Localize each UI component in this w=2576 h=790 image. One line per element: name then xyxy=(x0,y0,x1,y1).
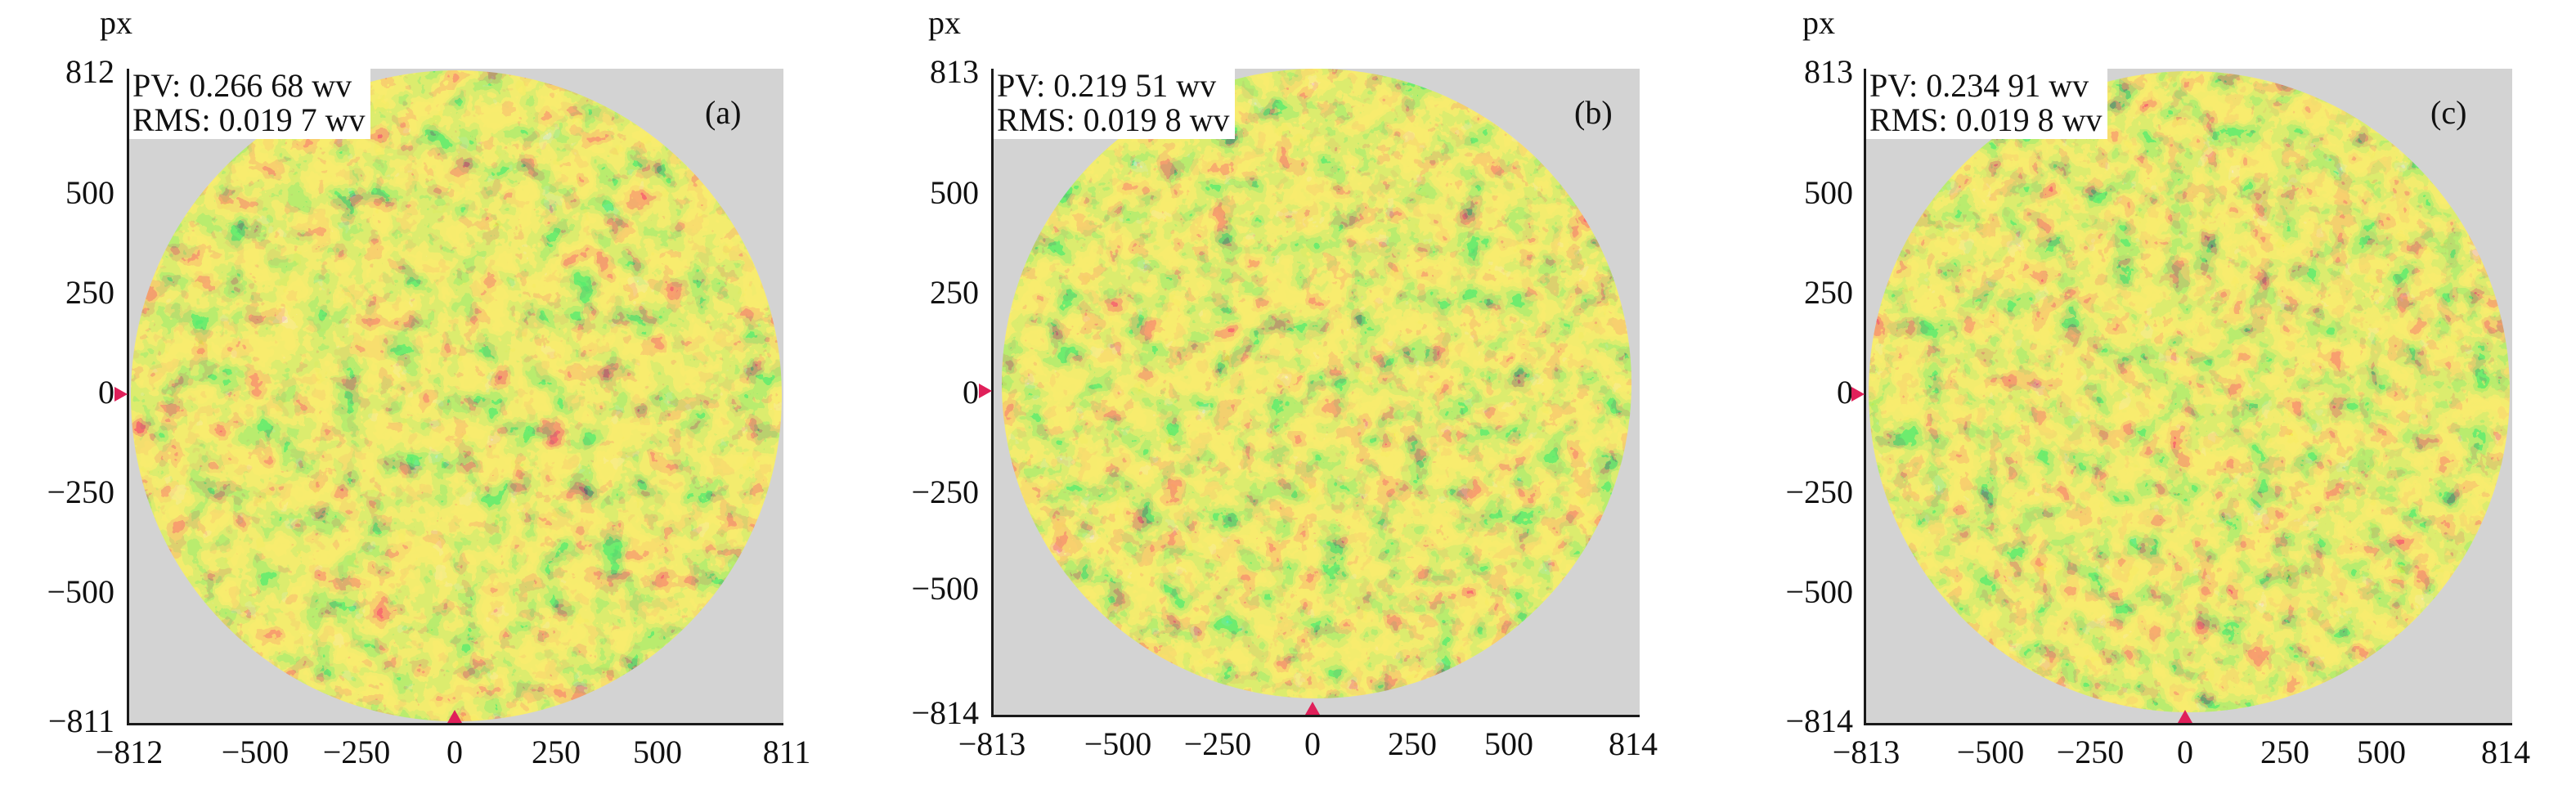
x-tick-label: −500 xyxy=(1956,734,2025,770)
wavefront-map xyxy=(1866,69,2512,723)
y-tick-label: 500 xyxy=(1804,174,1853,211)
y-tick-label: −500 xyxy=(1785,573,1853,610)
rms-value: RMS: 0.019 7 wv xyxy=(132,101,366,138)
y-axis xyxy=(1864,69,1866,723)
x-axis xyxy=(991,715,1640,717)
y-center-marker xyxy=(1851,387,1865,402)
stats-box: PV: 0.219 51 wv RMS: 0.019 8 wv xyxy=(994,69,1235,139)
x-tick-label: 250 xyxy=(532,734,581,770)
x-tick-label: 250 xyxy=(1388,725,1437,762)
x-tick-label: −250 xyxy=(1183,725,1252,762)
y-tick-label: 250 xyxy=(930,274,979,311)
wavefront-map xyxy=(994,69,1640,715)
y-tick-label: −500 xyxy=(47,573,114,610)
x-axis xyxy=(1864,723,2512,725)
x-tick-label: 814 xyxy=(1609,725,1658,762)
wavefront-svg xyxy=(1866,69,2512,723)
y-unit-label: px xyxy=(100,4,132,41)
stats-box: PV: 0.234 91 wv RMS: 0.019 8 wv xyxy=(1866,69,2107,139)
x-tick-label: −250 xyxy=(322,734,391,770)
y-tick-label: 812 xyxy=(65,53,114,90)
y-tick-label: −811 xyxy=(47,702,114,739)
x-tick-label: −500 xyxy=(221,734,289,770)
x-tick-label: 500 xyxy=(2357,734,2406,770)
x-center-marker xyxy=(1305,702,1320,715)
panel-tag: (b) xyxy=(1574,94,1613,131)
y-unit-label: px xyxy=(928,4,961,41)
rms-value: RMS: 0.019 8 wv xyxy=(1869,101,2103,138)
y-tick-label: 250 xyxy=(65,274,114,311)
x-center-marker xyxy=(447,710,462,723)
x-tick-label: 500 xyxy=(1484,725,1533,762)
y-tick-label: 813 xyxy=(930,53,979,90)
y-tick-label: −250 xyxy=(47,474,114,510)
y-tick-label: −250 xyxy=(911,474,979,510)
y-tick-label: −814 xyxy=(1785,702,1853,739)
x-tick-label: 0 xyxy=(2177,734,2193,770)
y-tick-label: 250 xyxy=(1804,274,1853,311)
pv-value: PV: 0.266 68 wv xyxy=(132,67,352,104)
y-tick-label: 500 xyxy=(930,174,979,211)
y-unit-label: px xyxy=(1802,4,1835,41)
pv-value: PV: 0.219 51 wv xyxy=(997,67,1217,104)
y-tick-label: 0 xyxy=(98,374,114,411)
panel-b: px PV: 0.219 51 wv xyxy=(871,0,1705,790)
stats-box: PV: 0.266 68 wv RMS: 0.019 7 wv xyxy=(129,69,370,139)
wavefront-map xyxy=(129,69,783,723)
x-tick-label: −500 xyxy=(1084,725,1152,762)
x-tick-label: −812 xyxy=(95,734,164,770)
x-tick-label: 814 xyxy=(2481,734,2530,770)
pv-value: PV: 0.234 91 wv xyxy=(1869,67,2089,104)
rms-value: RMS: 0.019 8 wv xyxy=(997,101,1230,138)
y-tick-label: −500 xyxy=(911,570,979,607)
y-axis xyxy=(127,69,129,723)
y-tick-label: −814 xyxy=(911,694,979,731)
x-axis xyxy=(127,723,783,725)
x-center-marker xyxy=(2178,710,2192,723)
y-axis xyxy=(991,69,994,715)
y-tick-label: −250 xyxy=(1785,474,1853,510)
x-tick-label: −250 xyxy=(2056,734,2125,770)
panel-tag: (a) xyxy=(705,94,742,131)
x-tick-label: −813 xyxy=(1832,734,1901,770)
y-tick-label: 813 xyxy=(1804,53,1853,90)
y-center-marker xyxy=(114,387,128,402)
y-tick-label: 0 xyxy=(963,374,979,411)
wavefront-svg xyxy=(994,69,1640,715)
panel-tag: (c) xyxy=(2430,94,2467,131)
y-tick-label: 500 xyxy=(65,174,114,211)
y-center-marker xyxy=(979,384,992,398)
x-tick-label: 811 xyxy=(762,734,811,770)
x-tick-label: −813 xyxy=(958,725,1026,762)
x-tick-label: 250 xyxy=(2260,734,2309,770)
x-tick-label: 0 xyxy=(1304,725,1321,762)
panel-c: px PV: 0.234 91 wv xyxy=(1726,0,2560,790)
panel-a: px PV: 0.2 xyxy=(0,0,834,790)
x-tick-label: 500 xyxy=(633,734,682,770)
y-tick-label: 0 xyxy=(1837,374,1853,411)
x-tick-label: 0 xyxy=(447,734,463,770)
wavefront-svg xyxy=(129,69,783,723)
